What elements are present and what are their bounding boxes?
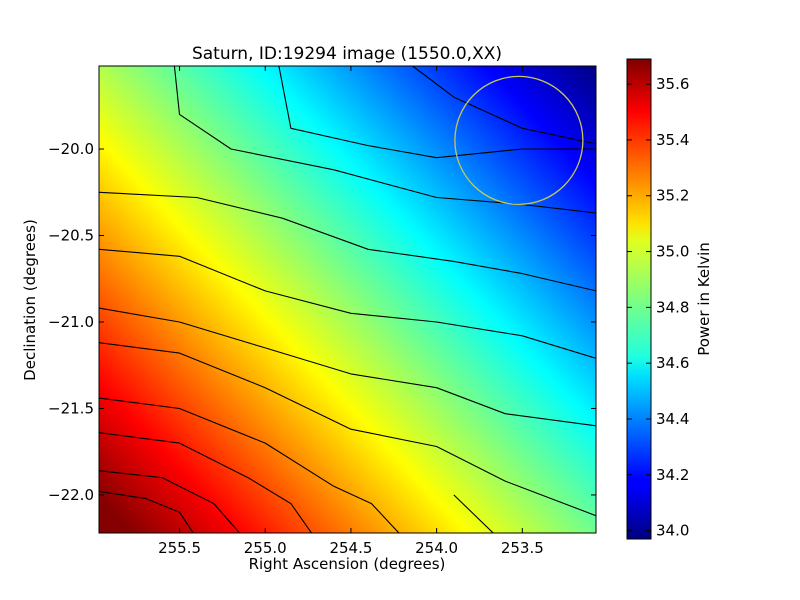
contour-line-4 — [99, 248, 596, 359]
contour-line-2 — [412, 66, 596, 145]
y-tick-label: −21.0 — [48, 313, 94, 331]
contour-line-8 — [99, 432, 312, 533]
contour-line-7 — [99, 397, 400, 533]
contour-line-6 — [99, 342, 596, 517]
colorbar-tick-label: 35.4 — [656, 131, 689, 149]
plot-frame — [98, 65, 597, 534]
y-tick-label: −21.5 — [48, 399, 94, 417]
colorbar-tick-label: 34.2 — [656, 466, 689, 484]
chart-title: Saturn, ID:19294 image (1550.0,XX) — [192, 44, 502, 64]
annotation-circle — [454, 75, 584, 206]
colorbar-tick-label: 35.6 — [656, 75, 689, 93]
colorbar-ticks: 34.0 34.2 34.4 34.6 34.8 35.0 35.2 35.4 35.6 — [627, 75, 689, 540]
heatmap-image — [99, 66, 596, 533]
contour-lines — [99, 66, 596, 533]
contour-line-10 — [99, 490, 194, 533]
plot-area — [98, 65, 597, 534]
y-axis-label: Declination (degrees) — [21, 219, 39, 381]
y-tick-label: −20.5 — [48, 227, 94, 245]
x-axis-label: Right Ascension (degrees) — [249, 555, 446, 573]
contour-line-5 — [99, 307, 596, 427]
colorbar-tick-label: 35.0 — [656, 243, 689, 261]
y-axis: −20.0 −20.5 −21.0 −21.5 −22.0 — [48, 140, 596, 504]
x-tick-label: 254.0 — [415, 539, 458, 557]
colorbar-tick-label: 34.4 — [656, 410, 689, 428]
x-axis: 255.5 255.0 254.5 254.0 253.5 — [158, 66, 544, 557]
colorbar-label: Power in Kelvin — [695, 242, 713, 356]
colorbar-tick-label: 34.6 — [656, 354, 689, 372]
colorbar-tick-label: 35.2 — [656, 187, 689, 205]
contour-line-11 — [453, 494, 494, 533]
colorbar-tick-label: 34.8 — [656, 298, 689, 316]
y-tick-label: −20.0 — [48, 140, 94, 158]
x-tick-label: 255.5 — [158, 539, 201, 557]
contour-line-9 — [99, 470, 240, 533]
y-tick-label: −22.0 — [48, 486, 94, 504]
colorbar-tick-label: 34.0 — [656, 522, 689, 540]
contour-line-1 — [278, 66, 596, 159]
colorbar-gradient — [626, 58, 652, 540]
x-tick-label: 254.5 — [329, 539, 372, 557]
colorbar: 34.0 34.2 34.4 34.6 34.8 35.0 35.2 35.4 35.6 Pow… — [626, 58, 713, 540]
x-tick-label: 253.5 — [501, 539, 544, 557]
contour-line-3 — [99, 191, 596, 292]
x-tick-label: 255.0 — [244, 539, 287, 557]
